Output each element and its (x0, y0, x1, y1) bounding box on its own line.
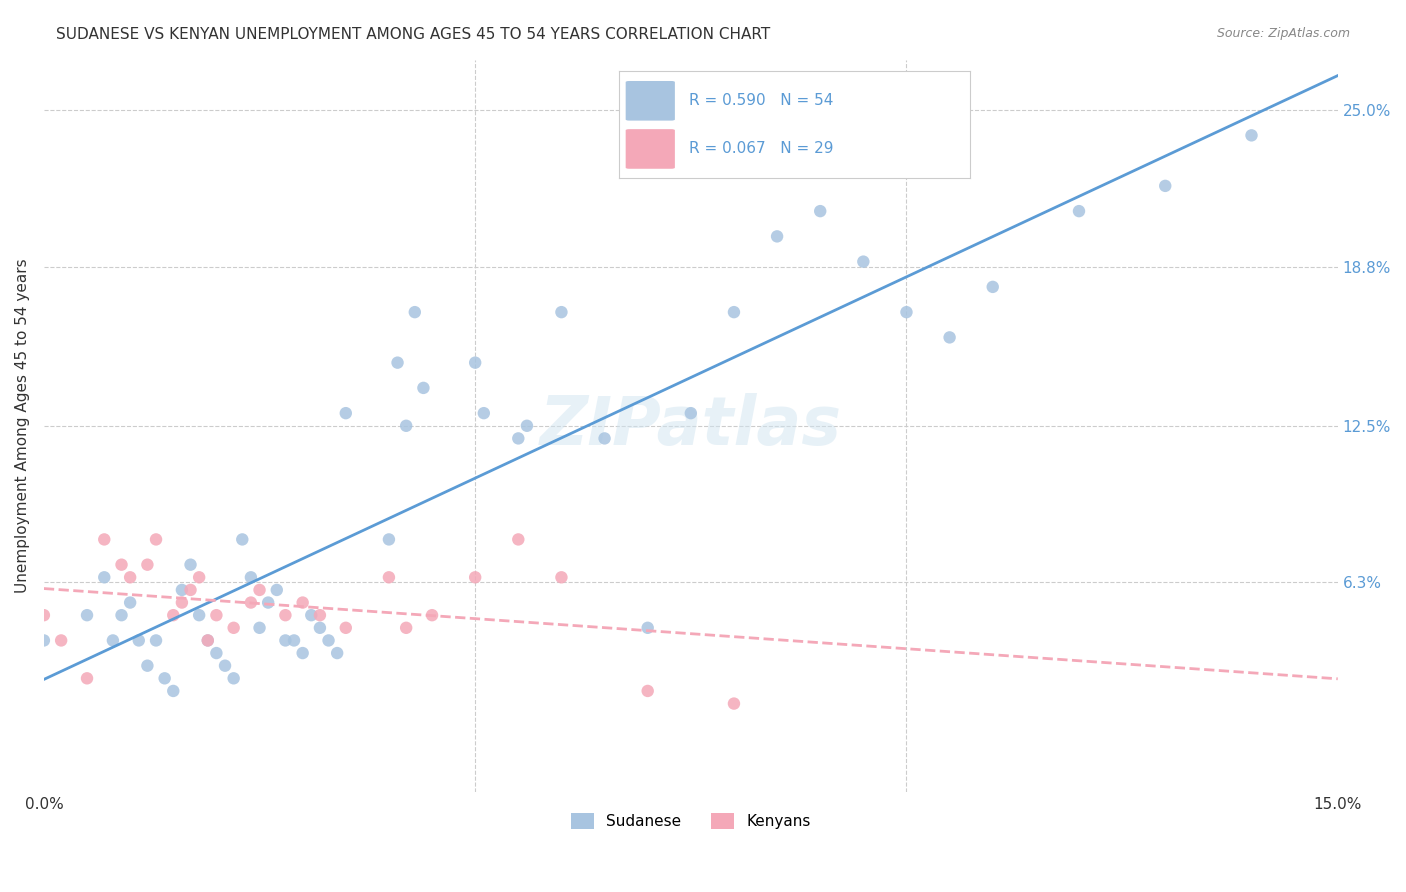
Point (508, 533, 530, 547)
Point (188, 608, 211, 623)
Point (291, 596, 314, 610)
Point (222, 671, 245, 685)
Legend: Sudanese, Kenyans: Sudanese, Kenyans (565, 807, 817, 836)
Point (808, 204, 831, 219)
Point (32, 608, 55, 623)
Point (335, 406, 357, 420)
Point (508, 431, 530, 445)
Point (266, 582, 288, 597)
Point (170, 596, 193, 610)
Point (938, 330, 960, 344)
Point (464, 570, 486, 584)
Point (1067, 204, 1090, 219)
Point (981, 280, 1004, 294)
Point (896, 305, 918, 319)
Point (153, 671, 176, 685)
Point (291, 646, 314, 660)
Point (120, 570, 142, 584)
Point (464, 356, 486, 370)
Point (550, 570, 572, 584)
Point (387, 356, 409, 370)
Point (723, 305, 745, 319)
Point (309, 608, 332, 623)
Point (249, 621, 271, 635)
Point (205, 646, 228, 660)
Point (1154, 178, 1177, 193)
Point (32, 633, 55, 648)
Point (145, 533, 167, 547)
Point (76, 608, 98, 623)
Point (214, 658, 236, 673)
Point (550, 305, 572, 319)
Text: SUDANESE VS KENYAN UNEMPLOYMENT AMONG AGES 45 TO 54 YEARS CORRELATION CHART: SUDANESE VS KENYAN UNEMPLOYMENT AMONG AG… (56, 27, 770, 42)
Point (472, 406, 495, 420)
Point (516, 418, 538, 433)
Point (395, 621, 418, 635)
Point (170, 582, 193, 597)
Point (180, 582, 202, 597)
Text: Source: ZipAtlas.com: Source: ZipAtlas.com (1216, 27, 1350, 40)
Point (136, 558, 159, 572)
Point (110, 608, 132, 623)
Point (637, 684, 659, 698)
Point (110, 558, 132, 572)
Point (404, 305, 426, 319)
Point (239, 570, 262, 584)
Point (205, 608, 228, 623)
Point (222, 621, 245, 635)
Point (1240, 128, 1263, 143)
Point (378, 570, 401, 584)
Point (637, 621, 659, 635)
Point (145, 633, 167, 648)
Point (274, 633, 297, 648)
Point (335, 621, 357, 635)
Point (309, 621, 332, 635)
Point (420, 608, 443, 623)
Point (162, 608, 184, 623)
Point (239, 596, 262, 610)
Point (120, 596, 142, 610)
Text: R = 0.590   N = 54: R = 0.590 N = 54 (689, 93, 834, 108)
Point (197, 633, 219, 648)
Text: R = 0.067   N = 29: R = 0.067 N = 29 (689, 141, 834, 156)
Point (231, 533, 253, 547)
FancyBboxPatch shape (626, 129, 675, 169)
Point (852, 254, 875, 268)
Point (93, 533, 115, 547)
Point (188, 570, 211, 584)
Text: ZIPatlas: ZIPatlas (540, 392, 842, 458)
Point (257, 596, 280, 610)
FancyBboxPatch shape (626, 81, 675, 120)
Point (593, 431, 616, 445)
Point (76, 671, 98, 685)
Point (326, 646, 349, 660)
Point (249, 582, 271, 597)
Point (283, 633, 305, 648)
Point (180, 558, 202, 572)
Point (274, 608, 297, 623)
Point (766, 229, 789, 244)
Point (197, 633, 219, 648)
Point (162, 684, 184, 698)
Point (679, 406, 702, 420)
Point (101, 633, 124, 648)
Point (378, 533, 401, 547)
Y-axis label: Unemployment Among Ages 45 to 54 years: Unemployment Among Ages 45 to 54 years (15, 259, 30, 593)
Point (93, 570, 115, 584)
Point (128, 633, 150, 648)
Point (299, 608, 322, 623)
Point (136, 658, 159, 673)
Point (49, 633, 72, 648)
Point (318, 633, 340, 648)
Point (723, 697, 745, 711)
Point (412, 381, 434, 395)
Point (395, 418, 418, 433)
